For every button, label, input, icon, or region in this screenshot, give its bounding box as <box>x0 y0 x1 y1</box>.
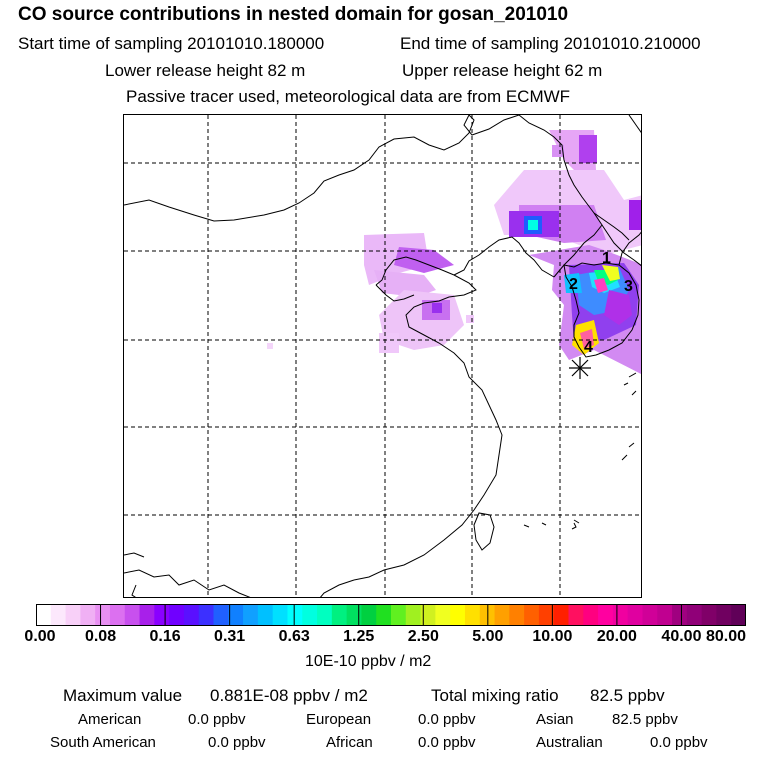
colorbar-segment <box>198 604 214 626</box>
colorbar-segment <box>213 604 229 626</box>
colorbar-segment <box>450 604 466 626</box>
region-name: African <box>326 734 373 751</box>
end-time-label: End time of sampling 20101010.210000 <box>400 34 701 53</box>
colorbar <box>35 604 747 626</box>
colorbar-segment <box>642 604 658 626</box>
colorbar-segment <box>583 604 599 626</box>
region-name: Asian <box>536 711 574 728</box>
colorbar-segment <box>154 604 170 626</box>
colorbar-segment <box>346 604 362 626</box>
colorbar-segment <box>257 604 274 626</box>
colorbar-segment <box>420 604 436 626</box>
colorbar-segment <box>183 604 200 626</box>
colorbar-segment <box>50 604 67 626</box>
colorbar-segment <box>627 604 643 626</box>
map-canvas: 1 2 3 4 <box>124 115 641 597</box>
colorbar-segment <box>109 604 126 626</box>
upper-release-height-label: Upper release height 62 m <box>402 61 603 80</box>
colorbar-segment <box>509 604 525 626</box>
region-value: 0.0 ppbv <box>188 711 246 728</box>
colorbar-segment <box>553 604 569 626</box>
total-mixing-label: Total mixing ratio <box>431 686 559 705</box>
colorbar-tick-label: 2.50 <box>407 628 439 645</box>
marker-label-2: 2 <box>569 276 578 293</box>
colorbar-segment <box>65 604 81 626</box>
colorbar-segment <box>672 604 688 626</box>
map-panel: 1 2 3 4 <box>123 114 642 598</box>
colorbar-segment <box>243 604 259 626</box>
colorbar-tick-label: 0.31 <box>214 628 246 645</box>
colorbar-tick-label: 5.00 <box>472 628 504 645</box>
colorbar-segment <box>435 604 451 626</box>
region-name: American <box>78 711 142 728</box>
colorbar-segment <box>228 604 244 626</box>
colorbar-segment <box>686 604 703 626</box>
colorbar-segment <box>657 604 673 626</box>
plot-title: CO source contributions in nested domain… <box>18 4 569 25</box>
colorbar-svg <box>35 604 747 626</box>
colorbar-segment <box>302 604 318 626</box>
region-name: European <box>306 711 372 728</box>
receptor-marker <box>569 357 591 379</box>
colorbar-segment <box>524 604 540 626</box>
colorbar-segment <box>361 604 377 626</box>
colorbar-segment <box>376 604 392 626</box>
tracer-info-label: Passive tracer used, meteorological data… <box>126 87 571 106</box>
colorbar-segment <box>568 604 584 626</box>
region-value: 0.0 ppbv <box>208 734 266 751</box>
colorbar-segment <box>494 604 510 626</box>
marker-label-3: 3 <box>624 278 633 295</box>
colorbar-segment <box>701 604 717 626</box>
region-value: 0.0 ppbv <box>418 734 476 751</box>
graticule <box>124 115 641 597</box>
colorbar-segment <box>287 604 303 626</box>
colorbar-segment <box>464 604 481 626</box>
colorbar-segment <box>124 604 141 626</box>
colorbar-tick-label: 0.16 <box>149 628 181 645</box>
colorbar-border <box>36 604 746 626</box>
colorbar-segment <box>391 604 407 626</box>
max-value-label: Maximum value <box>63 686 183 705</box>
colorbar-segment <box>36 604 52 626</box>
colorbar-segment <box>716 604 732 626</box>
colorbar-tick-label: 20.00 <box>596 628 637 645</box>
region-value: 0.0 ppbv <box>418 711 476 728</box>
colorbar-tick-label: 0.63 <box>278 628 310 645</box>
colorbar-segment <box>169 604 185 626</box>
region-name: South American <box>50 734 156 751</box>
colorbar-tick-label: 40.00 <box>661 628 702 645</box>
start-time-label: Start time of sampling 20101010.180000 <box>18 34 325 53</box>
colorbar-segment <box>612 604 629 626</box>
marker-label-1: 1 <box>602 250 611 267</box>
colorbar-tick-label: 0.00 <box>24 628 56 645</box>
colorbar-units: 10E-10 ppbv / m2 <box>305 653 432 670</box>
colorbar-segment <box>405 604 422 626</box>
colorbar-segment <box>139 604 155 626</box>
colorbar-tick-label: 80.00 <box>705 628 747 645</box>
region-value: 82.5 ppbv <box>612 711 678 728</box>
colorbar-segment <box>731 604 747 626</box>
markers: 1 2 3 4 <box>569 250 633 356</box>
max-value: 0.881E-08 ppbv / m2 <box>210 686 368 705</box>
colorbar-tick-label: 1.25 <box>343 628 375 645</box>
colorbar-tick-label: 10.00 <box>532 628 573 645</box>
colorbar-segment <box>598 604 614 626</box>
colorbar-segment <box>317 604 333 626</box>
region-value: 0.0 ppbv <box>650 734 708 751</box>
total-mixing-value: 82.5 ppbv <box>590 686 665 705</box>
coastlines <box>124 115 641 597</box>
colorbar-segment <box>331 604 348 626</box>
colorbar-segment <box>80 604 96 626</box>
colorbar-tick-label: 0.08 <box>84 628 117 645</box>
colorbar-segment <box>272 604 288 626</box>
region-name: Australian <box>536 734 603 751</box>
marker-label-4: 4 <box>584 339 593 356</box>
lower-release-height-label: Lower release height 82 m <box>105 61 306 80</box>
colorbar-segment <box>95 604 111 626</box>
colorbar-segment <box>538 604 555 626</box>
